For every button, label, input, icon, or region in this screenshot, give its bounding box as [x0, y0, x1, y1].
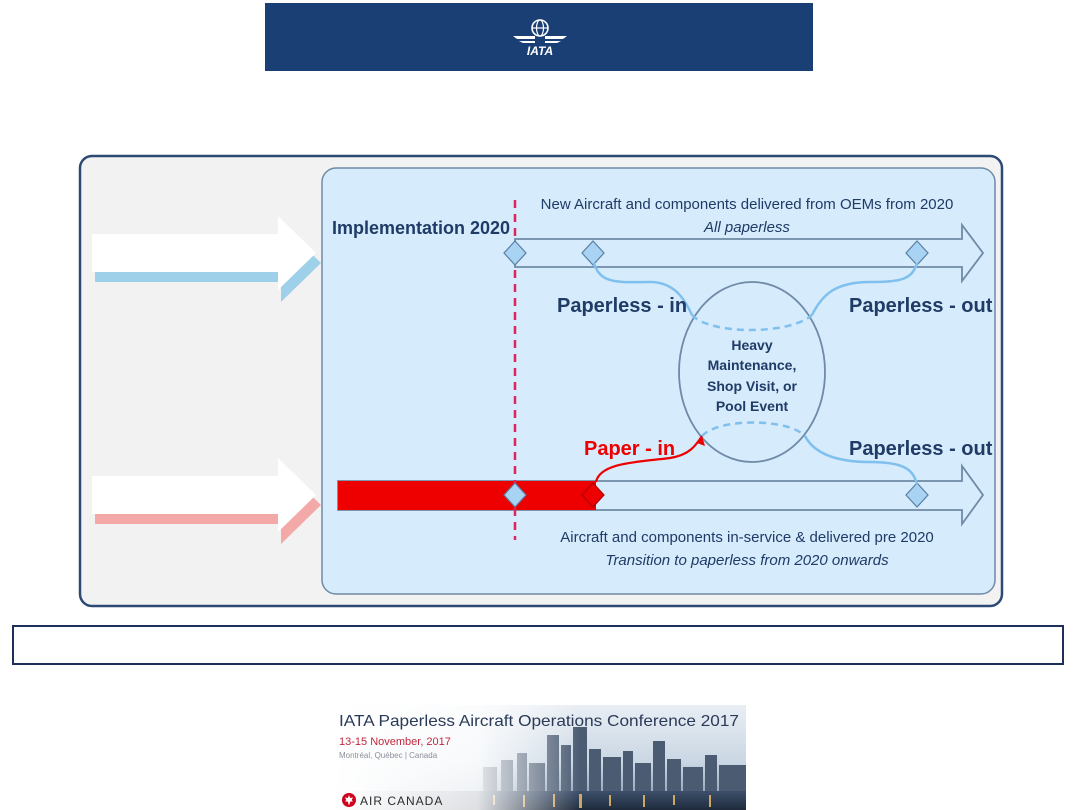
milestone-diamond: [503, 482, 527, 508]
implementation-label: Implementation 2020: [332, 218, 510, 238]
iata-logo-text: IATA: [527, 44, 553, 58]
milestone-diamond: [503, 240, 527, 266]
top-track-subtitle: All paperless: [703, 219, 790, 236]
event-line-4: Pool Event: [716, 398, 789, 414]
flow-paper-in: [594, 435, 703, 483]
milestone-diamond: [905, 482, 929, 508]
event-line-1: Heavy: [731, 337, 772, 353]
paper-in-label: Paper - in: [584, 438, 675, 460]
new-aircraft-track-arrow: [514, 222, 985, 284]
sponsor-name: AIR CANADA: [360, 794, 443, 808]
conference-banner: IATA Paperless Aircraft Operations Confe…: [333, 705, 746, 810]
maple-leaf-icon: [342, 793, 356, 807]
bottom-track-subtitle: Transition to paperless from 2020 onward…: [605, 552, 889, 569]
paper-segment: [338, 481, 596, 510]
flow-paperless-out-bottom: [803, 435, 919, 485]
event-line-3: Shop Visit, or: [707, 378, 798, 394]
flow-paperless-in: [592, 262, 694, 316]
conference-dates: 13-15 November, 2017: [339, 736, 451, 748]
milestone-diamond: [581, 240, 605, 266]
bottom-track-title: Aircraft and components in-service & del…: [560, 529, 934, 546]
conference-title: IATA Paperless Aircraft Operations Confe…: [339, 713, 739, 730]
incoming-arrow-legacy: [92, 458, 321, 544]
paperless-out-top-label: Paperless - out: [849, 295, 993, 317]
milestone-diamond: [581, 482, 605, 508]
paperless-in-label: Paperless - in: [557, 295, 687, 317]
incoming-arrow-new: [92, 216, 321, 302]
event-line-2: Maintenance,: [708, 357, 797, 373]
paperless-out-bottom-label: Paperless - out: [849, 438, 993, 460]
flow-paperless-out-top: [810, 262, 919, 316]
caption-box: [12, 625, 1064, 665]
iata-header-banner: [265, 3, 813, 71]
iata-globe-wings-logo: IATA: [513, 19, 567, 58]
top-track-title: New Aircraft and components delivered fr…: [541, 196, 954, 213]
paperless-transition-diagram: Implementation 2020 New Aircraft and com…: [78, 154, 1004, 608]
conference-location: Montréal, Québec | Canada: [339, 751, 438, 760]
